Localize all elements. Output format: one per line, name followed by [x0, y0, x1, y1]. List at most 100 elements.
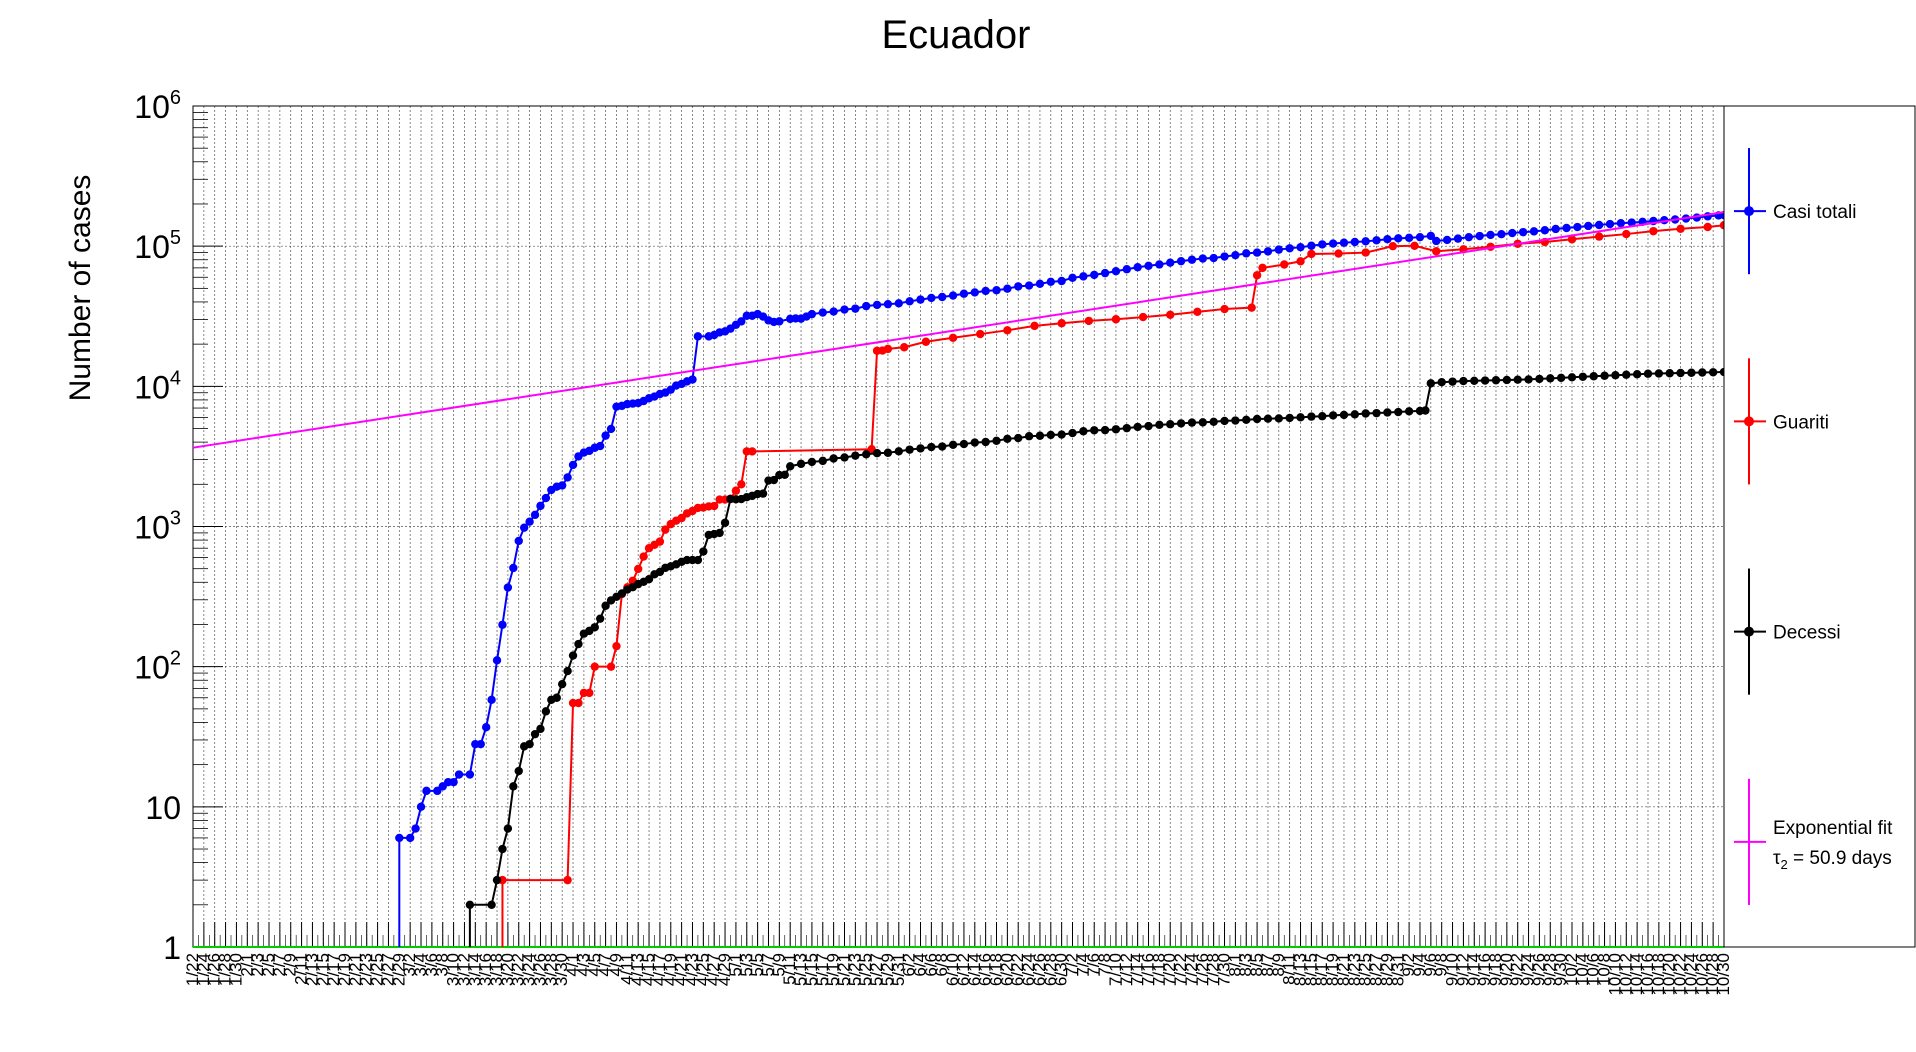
x-tick-label: 10/10 [1605, 953, 1624, 996]
x-tick-label: 10/30 [1714, 953, 1733, 996]
data-point [1024, 432, 1034, 441]
x-tick-label: 9/22 [1508, 953, 1527, 986]
x-tick-label: 3/2 [400, 953, 419, 977]
x-tick-label: 8/9 [1269, 953, 1288, 977]
data-point [465, 900, 475, 910]
data-point [503, 583, 513, 592]
data-point [959, 439, 969, 449]
x-tick-label: 6/30 [1052, 953, 1071, 986]
y-tick-label: 1 [163, 930, 181, 966]
x-tick-label: 10/22 [1671, 953, 1690, 996]
x-tick-label: 4/9 [606, 953, 625, 977]
data-point [948, 333, 958, 342]
x-tick-label: 8/15 [1301, 953, 1320, 986]
series-guariti [498, 221, 1729, 947]
data-point [851, 451, 860, 460]
data-point [688, 375, 697, 384]
data-point [1350, 237, 1360, 247]
data-point [948, 440, 958, 449]
x-tick-label: 2/5 [259, 953, 278, 977]
data-point [1486, 230, 1495, 240]
data-point [1296, 242, 1305, 252]
data-point [1584, 221, 1593, 231]
data-point [1426, 231, 1436, 241]
data-point [1122, 265, 1132, 274]
data-point [1296, 413, 1305, 422]
data-point [1220, 416, 1229, 426]
x-tick-label: 10/6 [1584, 953, 1603, 986]
data-point [633, 564, 643, 574]
data-point [1046, 430, 1055, 440]
data-point [1372, 236, 1381, 245]
data-point [1024, 281, 1034, 290]
data-point [1404, 407, 1414, 416]
legend-entry-exponential-fit: Exponential fit τ2 = 50.9 days [1734, 778, 1893, 905]
data-point [769, 475, 779, 485]
data-point [1035, 431, 1045, 440]
data-point [1057, 430, 1066, 439]
data-point [1529, 227, 1539, 236]
data-point [1361, 248, 1370, 257]
data-point [1453, 234, 1463, 243]
data-point [1111, 315, 1121, 324]
x-tick-label: 10/28 [1703, 953, 1722, 996]
data-point [498, 620, 507, 629]
x-tick-label: 8/5 [1247, 953, 1266, 977]
data-point [1252, 414, 1262, 424]
x-tick-label: 2/17 [324, 953, 343, 986]
data-point [601, 601, 610, 610]
data-point [492, 875, 502, 885]
x-tick-label: 3/16 [476, 953, 495, 986]
data-point [872, 448, 882, 458]
data-point [1285, 413, 1294, 423]
data-point [1497, 230, 1506, 239]
data-point [938, 442, 947, 451]
data-point [1328, 411, 1338, 420]
legend-marker [1744, 626, 1754, 637]
x-tick-label: 6/4 [910, 953, 929, 977]
x-tick-label: 6/14 [965, 953, 984, 986]
data-point [862, 301, 871, 311]
x-tick-label: 9/18 [1486, 953, 1505, 986]
data-point [948, 291, 958, 300]
x-tick-label: 6/24 [1019, 953, 1038, 986]
data-point [1518, 227, 1528, 237]
data-point [1068, 428, 1077, 438]
data-point [606, 662, 616, 671]
x-tick-label: 9/20 [1497, 953, 1516, 986]
data-point [916, 444, 925, 453]
data-point [1578, 372, 1588, 381]
series-line [501, 224, 1725, 947]
x-tick-label: 8/11 [1280, 953, 1299, 985]
x-tick-label: 4/15 [639, 953, 658, 986]
data-point [1540, 226, 1550, 235]
data-point [487, 695, 496, 705]
data-point [905, 297, 914, 306]
data-point [981, 437, 990, 447]
data-point [530, 510, 540, 520]
data-point [1100, 268, 1110, 278]
data-point [1079, 427, 1088, 436]
data-point [807, 309, 817, 319]
fit-line [192, 211, 1725, 449]
data-point [1589, 372, 1598, 381]
x-tick-label: 4/5 [585, 953, 604, 977]
data-point [1035, 279, 1045, 289]
data-point [1133, 263, 1142, 272]
data-point [1057, 319, 1066, 328]
data-point [1176, 419, 1186, 428]
x-tick-label: 5/9 [769, 953, 788, 977]
data-point [1090, 270, 1099, 280]
data-point [1404, 233, 1414, 243]
data-point [720, 518, 730, 527]
data-point [1247, 303, 1256, 312]
data-point [1274, 414, 1284, 423]
x-tick-label: 7/24 [1182, 953, 1201, 986]
data-point [818, 456, 827, 466]
x-tick-label: 7/22 [1171, 953, 1190, 986]
data-point [1328, 239, 1338, 248]
data-point [775, 317, 784, 326]
data-point [1003, 284, 1012, 293]
x-tick-label: 9/14 [1464, 953, 1483, 986]
x-tick-label: 4/27 [704, 953, 723, 986]
